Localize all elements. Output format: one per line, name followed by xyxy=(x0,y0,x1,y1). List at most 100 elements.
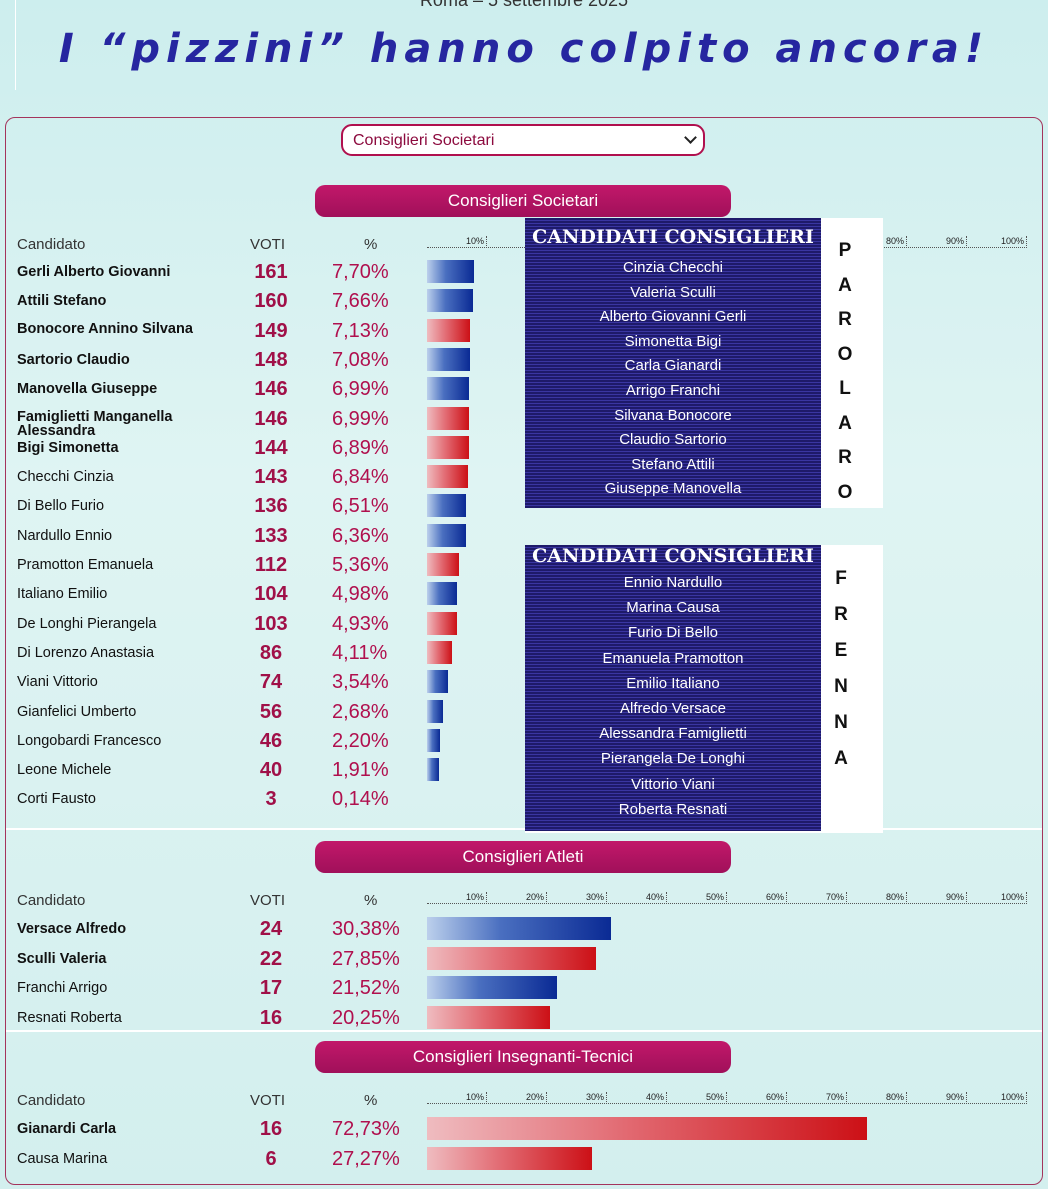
vertical-letter: E xyxy=(834,640,848,661)
vote-bar xyxy=(427,406,470,430)
vote-count: 40 xyxy=(259,759,283,782)
vote-bar xyxy=(427,435,469,459)
vote-count: 86 xyxy=(259,641,283,664)
column-header-votes: VOTI xyxy=(250,1092,286,1109)
overlay-candidate-name: Pierangela De Longhi xyxy=(600,750,746,768)
vote-count: 160 xyxy=(254,290,288,313)
candidate-name: Longobardi Francesco xyxy=(17,732,162,749)
candidate-name: Di Bello Furio xyxy=(17,498,105,515)
vote-percentage: 6,36% xyxy=(332,524,389,547)
column-header-pct: % xyxy=(364,1092,378,1109)
vertical-letter: R xyxy=(838,309,852,330)
overlay-candidate-name: Valeria Sculli xyxy=(630,283,716,301)
tick-label: 40% xyxy=(607,1092,667,1104)
vertical-letter: R xyxy=(838,447,852,468)
tick-label: 100% xyxy=(967,892,1027,904)
vote-count: 144 xyxy=(254,436,288,459)
vertical-letter: A xyxy=(838,274,852,296)
candidate-name: Nardullo Ennio xyxy=(17,527,113,544)
candidate-name: Causa Marina xyxy=(17,1151,108,1167)
column-header-votes: VOTI xyxy=(250,892,286,909)
vote-percentage: 30,38% xyxy=(332,918,400,940)
vote-bar xyxy=(427,377,470,401)
vote-count: 56 xyxy=(259,700,283,723)
vote-percentage: 7,13% xyxy=(332,319,389,342)
overlay-candidate-name: Claudio Sartorio xyxy=(619,431,727,449)
vote-count: 149 xyxy=(254,319,288,342)
vertical-letter: F xyxy=(835,568,847,589)
vote-percentage: 4,11% xyxy=(332,641,388,664)
vote-bar xyxy=(427,917,611,940)
vote-bar xyxy=(427,523,466,547)
vote-bar xyxy=(427,347,470,371)
vertical-letter: O xyxy=(837,481,853,503)
vertical-letter: N xyxy=(834,676,848,697)
tick-label: 30% xyxy=(547,1092,607,1104)
vote-bar xyxy=(427,289,474,313)
vote-percentage: 72,73% xyxy=(332,1118,400,1140)
column-header-pct: % xyxy=(364,892,378,909)
left-divider xyxy=(15,0,16,90)
vote-bar xyxy=(427,553,460,576)
section-title: Consiglieri Societari xyxy=(315,185,731,217)
overlay-candidate-name: Cinzia Checchi xyxy=(622,259,724,276)
candidate-name: Gerli Alberto Giovanni xyxy=(17,264,171,280)
vote-count: 74 xyxy=(259,671,283,694)
vote-bar xyxy=(427,1147,592,1170)
vote-percentage: 6,51% xyxy=(332,495,389,518)
vote-percentage: 27,27% xyxy=(332,1148,400,1170)
candidate-name: De Longhi Pierangela xyxy=(17,615,157,632)
candidate-name: Sculli Valeria xyxy=(17,950,107,967)
tick-label: 60% xyxy=(727,892,787,904)
column-header-candidate: Candidato xyxy=(17,1092,86,1109)
vote-percentage: 20,25% xyxy=(332,1006,400,1029)
vote-bar xyxy=(427,1117,867,1140)
tick-label: 70% xyxy=(787,892,847,904)
category-select[interactable]: Consiglieri Societari xyxy=(341,124,705,156)
tick-label: 20% xyxy=(487,1092,547,1104)
vote-percentage: 27,85% xyxy=(332,947,400,970)
section-divider xyxy=(6,828,1042,830)
vote-percentage: 7,70% xyxy=(332,261,389,283)
candidate-name: Versace Alfredo xyxy=(17,921,127,937)
category-select-value: Consiglieri Societari xyxy=(353,132,495,149)
tick-label: 90% xyxy=(907,236,967,248)
vote-bar xyxy=(427,494,467,518)
vertical-letter: O xyxy=(837,343,853,365)
overlay-candidate-name: Arrigo Franchi xyxy=(625,382,721,399)
tick-label: 50% xyxy=(667,892,727,904)
candidate-name: Resnati Roberta xyxy=(17,1009,122,1026)
vote-count: 103 xyxy=(254,612,288,635)
tick-label: 10% xyxy=(427,236,487,248)
vote-count: 146 xyxy=(254,378,288,401)
vote-bar xyxy=(427,465,469,489)
section-title: Consiglieri Insegnanti-Tecnici xyxy=(315,1041,731,1073)
vote-count: 148 xyxy=(254,348,288,371)
vote-percentage: 6,84% xyxy=(332,466,389,489)
vote-percentage: 4,93% xyxy=(332,612,389,635)
vote-count: 16 xyxy=(259,1118,283,1140)
results-panel xyxy=(5,117,1043,1185)
vertical-letter: L xyxy=(839,378,851,399)
tick-label: 70% xyxy=(787,1092,847,1104)
vote-bar xyxy=(427,699,444,723)
vote-bar xyxy=(427,318,471,342)
candidate-name: Checchi Cinzia xyxy=(17,469,114,486)
vote-count: 16 xyxy=(259,1006,283,1029)
candidate-name: Manovella Giuseppe xyxy=(17,381,158,398)
candidate-name: Franchi Arrigo xyxy=(17,980,108,996)
overlay-title: CANDIDATI CONSIGLIERI xyxy=(532,545,814,567)
overlay-candidate-name: Vittorio Viani xyxy=(631,775,715,793)
vote-percentage: 4,98% xyxy=(332,583,389,606)
overlay-title: CANDIDATI CONSIGLIERI xyxy=(532,226,814,248)
tick-label: 60% xyxy=(727,1092,787,1104)
overlay-candidate-name: Ennio Nardullo xyxy=(623,574,723,591)
vertical-letter: N xyxy=(834,712,848,733)
vote-percentage: 6,89% xyxy=(332,436,389,459)
overlay-candidate-name: Alberto Giovanni Gerli xyxy=(599,308,747,326)
candidate-name: Attili Stefano xyxy=(17,293,107,310)
overlay-candidate-name: Furio Di Bello xyxy=(627,624,719,642)
overlay-candidate-name: Roberta Resnati xyxy=(618,800,728,818)
candidate-name: Viani Vittorio xyxy=(17,674,98,691)
tick-label: 80% xyxy=(847,892,907,904)
